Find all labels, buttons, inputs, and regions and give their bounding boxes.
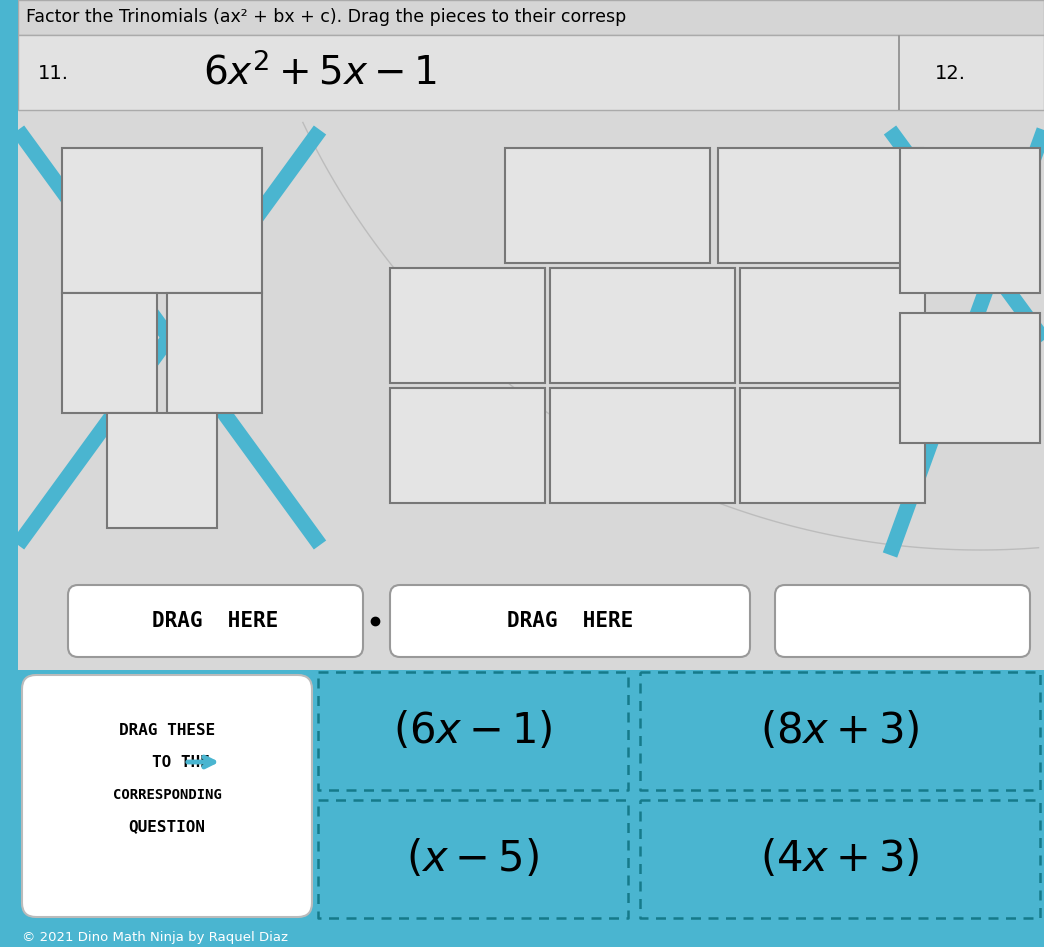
Bar bbox=[318, 672, 628, 790]
Bar bbox=[640, 672, 1040, 790]
Text: © 2021 Dino Math Ninja by Raquel Diaz: © 2021 Dino Math Ninja by Raquel Diaz bbox=[22, 931, 288, 943]
FancyBboxPatch shape bbox=[775, 585, 1030, 657]
Text: QUESTION: QUESTION bbox=[128, 819, 206, 834]
Bar bbox=[106, 413, 217, 528]
Bar bbox=[550, 268, 735, 383]
Text: $(8x+3)$: $(8x+3)$ bbox=[760, 710, 920, 752]
Bar bbox=[318, 800, 628, 918]
FancyBboxPatch shape bbox=[390, 585, 750, 657]
Bar bbox=[505, 148, 710, 263]
Bar bbox=[390, 268, 545, 383]
Bar bbox=[550, 388, 735, 503]
Bar bbox=[62, 293, 157, 413]
Text: $(6x-1)$: $(6x-1)$ bbox=[394, 710, 553, 752]
Bar bbox=[18, 0, 1044, 35]
Text: TO THE: TO THE bbox=[152, 755, 210, 770]
Bar bbox=[718, 148, 923, 263]
Bar bbox=[900, 148, 1040, 293]
Bar bbox=[740, 388, 925, 503]
Bar bbox=[640, 800, 1040, 918]
Bar bbox=[898, 35, 900, 110]
Text: $6x^2 + 5x - 1$: $6x^2 + 5x - 1$ bbox=[203, 53, 437, 93]
Text: Factor the Trinomials (ax² + bx + c). Drag the pieces to their corresp: Factor the Trinomials (ax² + bx + c). Dr… bbox=[26, 8, 626, 26]
FancyBboxPatch shape bbox=[22, 675, 312, 917]
Bar bbox=[18, 110, 1044, 670]
Bar bbox=[18, 670, 1044, 947]
Text: DRAG  HERE: DRAG HERE bbox=[151, 611, 278, 631]
Bar bbox=[0, 0, 18, 947]
Text: $(4x+3)$: $(4x+3)$ bbox=[760, 838, 920, 880]
Bar bbox=[740, 268, 925, 383]
Text: 11.: 11. bbox=[38, 63, 69, 82]
Text: CORRESPONDING: CORRESPONDING bbox=[113, 788, 221, 802]
Bar bbox=[390, 388, 545, 503]
Text: 12.: 12. bbox=[935, 63, 966, 82]
FancyBboxPatch shape bbox=[68, 585, 363, 657]
Bar bbox=[62, 148, 262, 293]
Bar bbox=[900, 313, 1040, 443]
Text: DRAG  HERE: DRAG HERE bbox=[507, 611, 633, 631]
Bar bbox=[167, 293, 262, 413]
Text: $(x-5)$: $(x-5)$ bbox=[406, 838, 540, 880]
Text: DRAG THESE: DRAG THESE bbox=[119, 723, 215, 738]
Bar bbox=[18, 35, 1044, 110]
